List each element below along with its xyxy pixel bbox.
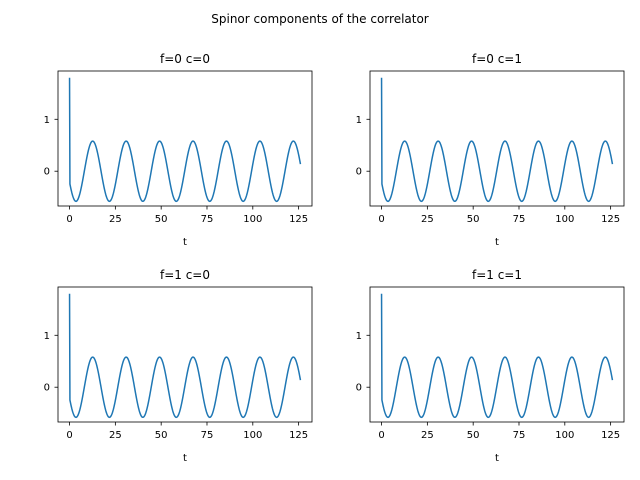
subplot-2: f=0 c=1 0 25 50 75 100 125 0 1 t [356, 52, 625, 248]
x-tick-label: 50 [467, 214, 480, 225]
y-tick-label: 1 [356, 331, 362, 342]
x-tick-label: 75 [201, 430, 214, 441]
axes-frame [369, 286, 625, 423]
y-tick-label: 1 [44, 115, 50, 126]
x-tick-label: 100 [243, 430, 262, 441]
x-tick-label: 25 [109, 430, 122, 441]
x-axis-label: t [183, 237, 187, 248]
x-tick-label: 50 [155, 214, 168, 225]
x-tick-label: 0 [378, 214, 384, 225]
x-tick-label: 50 [155, 430, 168, 441]
x-tick-label: 125 [601, 430, 620, 441]
series-line-1 [380, 77, 614, 203]
y-tick-label: 0 [356, 383, 362, 394]
x-tick-label: 75 [513, 214, 526, 225]
x-axis-label: t [183, 453, 187, 464]
x-tick-label: 75 [513, 430, 526, 441]
y-tick-label: 1 [44, 331, 50, 342]
x-axis-label: t [495, 237, 499, 248]
x-tick-label: 100 [243, 214, 262, 225]
axes-frame [369, 70, 625, 207]
y-tick-label: 0 [356, 167, 362, 178]
x-tick-label: 0 [378, 430, 384, 441]
x-tick-label: 125 [289, 214, 308, 225]
x-tick-label: 100 [555, 430, 574, 441]
y-tick-label: 0 [44, 383, 50, 394]
x-tick-label: 25 [421, 214, 434, 225]
axes-frame [57, 70, 313, 207]
x-tick-label: 100 [555, 214, 574, 225]
x-tick-label: 25 [109, 214, 122, 225]
x-tick-label: 25 [421, 430, 434, 441]
x-tick-label: 75 [201, 214, 214, 225]
x-tick-label: 0 [66, 430, 72, 441]
subplot-title: f=1 c=1 [472, 268, 522, 282]
subplot-title: f=1 c=0 [160, 268, 210, 282]
subplot-3: f=1 c=0 0 25 50 75 100 125 0 1 t [44, 268, 313, 464]
figure-suptitle: Spinor components of the correlator [211, 12, 429, 26]
x-tick-label: 50 [467, 430, 480, 441]
subplot-1: f=0 c=0 0 25 50 75 100 125 0 1 t [44, 52, 313, 248]
subplot-title: f=0 c=1 [472, 52, 522, 66]
series-line-1 [68, 77, 302, 203]
subplot-title: f=0 c=0 [160, 52, 210, 66]
series-line-1 [68, 293, 302, 419]
axes-frame [57, 286, 313, 423]
x-axis-label: t [495, 453, 499, 464]
x-tick-label: 0 [66, 214, 72, 225]
x-tick-label: 125 [601, 214, 620, 225]
y-tick-label: 0 [44, 167, 50, 178]
series-line-1 [380, 293, 614, 419]
y-tick-label: 1 [356, 115, 362, 126]
x-tick-label: 125 [289, 430, 308, 441]
subplot-4: f=1 c=1 0 25 50 75 100 125 0 1 t [356, 268, 625, 464]
